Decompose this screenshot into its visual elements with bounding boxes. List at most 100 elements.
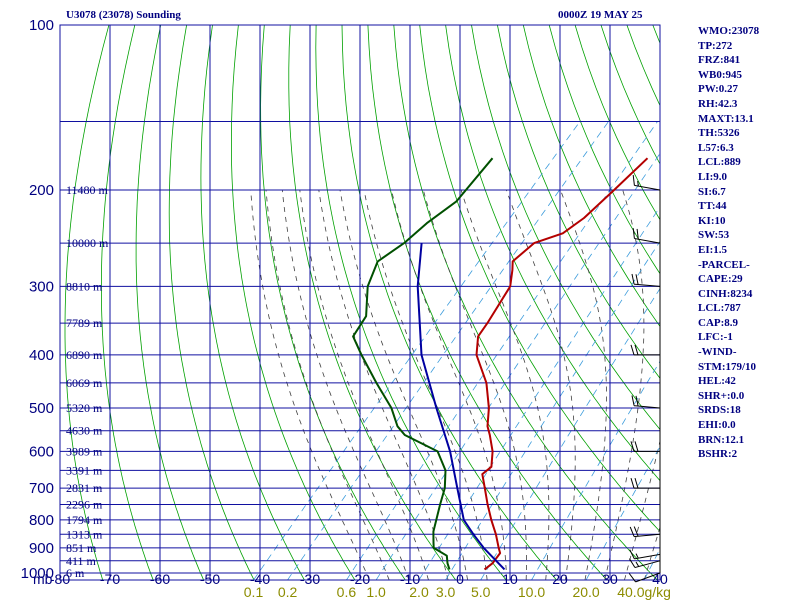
mixing-ratio-tick-label: 0.6	[337, 584, 357, 600]
wind-barb	[628, 558, 661, 568]
mixing-ratio-tick-label: 2.0	[409, 584, 429, 600]
stat-line: RH:42.3	[698, 97, 738, 110]
mixing-ratio-tick-label: 40.0g/kg	[617, 584, 671, 600]
stat-line: CAPE:29	[698, 273, 743, 286]
dry-adiabat	[367, 25, 608, 580]
wind-barb	[631, 395, 661, 409]
height-label: 5320 m	[66, 401, 103, 415]
height-label: 7789 m	[66, 316, 103, 330]
stat-line: SHR+:0.0	[698, 389, 745, 402]
mixing-ratio-line	[480, 287, 660, 580]
mixing-ratio-line	[445, 240, 660, 580]
wind-barb	[628, 572, 661, 583]
wind-barb	[630, 441, 660, 452]
mixing-ratio-line	[253, 121, 581, 580]
temperature-tick-label: -80	[50, 571, 70, 587]
grid-lines	[60, 25, 660, 580]
stat-line: EHI:0.0	[698, 419, 736, 432]
stat-line: EI:1.5	[698, 243, 728, 256]
mixing-ratio-line	[287, 121, 609, 580]
wind-barbs	[628, 175, 661, 583]
temperature-line	[475, 157, 649, 571]
height-label: 3391 m	[66, 463, 103, 477]
temperature-tick-label: 20	[552, 571, 568, 587]
stat-line: MAXT:13.1	[698, 112, 754, 125]
moist-adiabat	[339, 189, 468, 580]
height-label: 6 m	[66, 566, 85, 580]
stats-panel: WMO:23078 TP:272 FRZ:841 WB0:945 PW:0.27 RH:4…	[698, 24, 759, 462]
wind-barb	[629, 549, 661, 560]
parcel-line	[416, 243, 506, 571]
temperature-tick-label: -20	[350, 571, 370, 587]
moist-adiabat	[265, 189, 390, 580]
moist-adiabat	[422, 189, 527, 580]
temperature-tick-label: -40	[250, 571, 270, 587]
height-label: 851 m	[66, 541, 97, 555]
moist-adiabat	[624, 439, 660, 580]
height-label: 3989 m	[66, 444, 103, 458]
stat-line: PW:0.27	[698, 83, 739, 96]
stat-line: TH:5326	[698, 127, 740, 140]
stat-line: LI:9.0	[698, 170, 728, 183]
moist-adiabat	[506, 189, 576, 580]
dry-adiabat	[756, 25, 800, 580]
temperature-tick-label: 40	[652, 571, 668, 587]
stat-line: KI:10	[698, 214, 726, 227]
moist-adiabat	[281, 189, 410, 580]
temperature-tick-label: -10	[400, 571, 420, 587]
dry-adiabat	[168, 25, 255, 580]
dry-adiabat	[419, 25, 660, 533]
stat-line: HEL:42	[698, 375, 736, 388]
stat-line: LCL:889	[698, 156, 741, 169]
mixing-ratio-line	[418, 206, 660, 580]
height-label: 11480 m	[66, 183, 109, 197]
dry-adiabat	[260, 25, 406, 580]
pressure-tick-label: 200	[29, 182, 54, 199]
pressure-unit-label: mb	[33, 571, 53, 587]
dry-adiabat	[574, 25, 660, 221]
height-label: 4630 m	[66, 424, 103, 438]
dry-adiabat	[341, 25, 557, 580]
mixing-ratio-line	[375, 152, 660, 580]
dry-adiabat	[101, 25, 154, 580]
stat-line: FRZ:841	[698, 54, 741, 67]
moist-adiabat	[299, 189, 429, 580]
pressure-tick-label: 400	[29, 347, 54, 364]
dry-adiabat	[200, 25, 305, 580]
pressure-tick-label: 600	[29, 443, 54, 460]
height-label: 10000 m	[66, 236, 109, 250]
height-label: 8810 m	[66, 279, 103, 293]
mixing-ratio-tick-label: 3.0	[436, 584, 456, 600]
stat-line: STM:179/10	[698, 360, 757, 373]
chart-title: U3078 (23078) Sounding	[66, 9, 181, 21]
dry-adiabat	[64, 25, 110, 580]
dry-adiabat	[497, 25, 660, 379]
temperature-tick-label: -70	[100, 571, 120, 587]
stat-line: WMO:23078	[698, 25, 760, 37]
height-label: 1794 m	[66, 513, 103, 527]
stat-line: -PARCEL-	[698, 258, 750, 271]
mixing-ratio-tick-label: 0.1	[244, 584, 264, 600]
pressure-tick-label: 300	[29, 278, 54, 295]
temperature-tick-label: -60	[150, 571, 170, 587]
mixing-ratio-line	[346, 121, 658, 580]
mixing-ratio-tick-label: 5.0	[471, 584, 491, 600]
wind-barb	[629, 526, 661, 538]
temperature-tick-label: -30	[300, 571, 320, 587]
stat-line: -WIND-	[698, 346, 737, 359]
height-label: 2296 m	[66, 498, 103, 512]
wind-barb	[632, 228, 661, 244]
stat-line: TP:272	[698, 39, 733, 52]
stat-line: WB0:945	[698, 68, 742, 81]
stat-line: SW:53	[698, 229, 730, 242]
dry-adiabat	[288, 25, 457, 580]
dry-adiabat	[445, 25, 660, 482]
stat-line: SRDS:18	[698, 404, 741, 417]
height-label: 2831 m	[66, 481, 103, 495]
wind-barb	[632, 175, 661, 191]
chart-datetime: 0000Z 19 MAY 25	[558, 9, 643, 21]
moist-adiabat	[460, 189, 550, 580]
wind-barb	[631, 273, 661, 287]
